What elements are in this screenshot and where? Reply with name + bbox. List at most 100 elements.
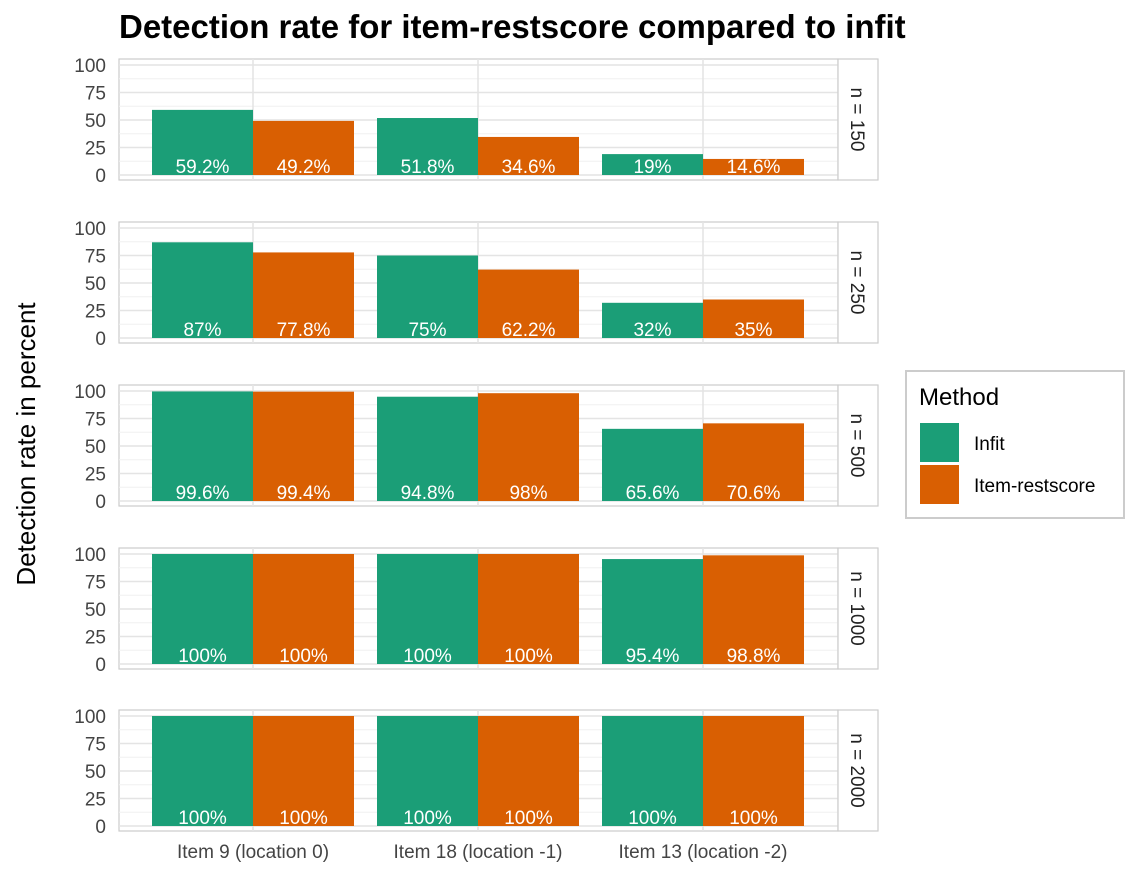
facet-panel: 0 25 50 75 100 87% 75% 32% 77.8% 62.2% 35% n = 250 (74, 219, 879, 350)
bar-infit (602, 154, 703, 175)
data-label: 95.4% (626, 646, 680, 667)
y-tick-label: 100 (74, 707, 106, 728)
data-label: 100% (504, 646, 553, 667)
y-tick-label: 75 (85, 573, 106, 594)
bar-infit (377, 396, 478, 501)
bar-item-restscore (703, 423, 804, 501)
bar-item-restscore (478, 136, 579, 175)
bar-item-restscore (478, 716, 579, 826)
chart-title: Detection rate for item-restscore compar… (119, 8, 906, 45)
data-label: 100% (279, 646, 328, 667)
facet-panel: 0 25 50 75 100 59.2% 51.8% 19% 49.2% 34.6% 14.6% n … (74, 56, 879, 187)
y-axis-label: Detection rate in percent (11, 302, 41, 586)
y-tick-label: 75 (85, 735, 106, 756)
bar-infit (152, 716, 253, 826)
data-label: 99.4% (277, 483, 331, 504)
legend-title: Method (919, 384, 999, 411)
data-label: 32% (633, 320, 671, 341)
bar-item-restscore (703, 716, 804, 826)
legend-swatch-item-restscore (920, 465, 959, 504)
y-tick-label: 50 (85, 274, 106, 295)
y-tick-label: 25 (85, 465, 106, 486)
bar-infit (377, 255, 478, 338)
data-label: 49.2% (277, 157, 331, 178)
y-tick-label: 0 (95, 817, 106, 838)
y-tick-label: 100 (74, 56, 106, 77)
x-tick-label: Item 18 (location -1) (394, 842, 563, 863)
y-tick-label: 50 (85, 111, 106, 132)
y-tick-label: 50 (85, 600, 106, 621)
data-label: 14.6% (727, 157, 781, 178)
facet-strip (837, 58, 879, 181)
data-label: 100% (178, 646, 227, 667)
data-label: 100% (504, 808, 553, 829)
data-label: 62.2% (502, 320, 556, 341)
y-tick-label: 25 (85, 302, 106, 323)
data-label: 100% (403, 646, 452, 667)
legend-label-item-restscore: Item-restscore (974, 476, 1095, 497)
bar-item-restscore (703, 555, 804, 664)
data-label: 100% (628, 808, 677, 829)
data-label: 70.6% (727, 483, 781, 504)
y-tick-label: 100 (74, 545, 106, 566)
facet-strip (837, 384, 879, 507)
data-label: 100% (279, 808, 328, 829)
y-tick-label: 100 (74, 382, 106, 403)
facet-panel: 0 25 50 75 100 99.6% 94.8% 65.6% 99.4% 98% 70.6% n … (74, 382, 879, 513)
facet-strip-label: n = 1000 (846, 571, 867, 646)
bar-infit (377, 716, 478, 826)
bar-infit (377, 554, 478, 664)
bar-item-restscore (478, 269, 579, 338)
y-tick-label: 0 (95, 655, 106, 676)
x-axis: Item 9 (location 0) Item 18 (location -1)… (177, 842, 788, 863)
y-tick-label: 50 (85, 762, 106, 783)
data-label: 59.2% (176, 157, 230, 178)
facet-panel: 0 25 50 75 100 100% 100% 100% 100% 100% 100% n = 20… (74, 707, 879, 838)
facet-panels: 0 25 50 75 100 59.2% 51.8% 19% 49.2% 34.6% 14.6% n … (74, 56, 879, 838)
bar-item-restscore (703, 299, 804, 338)
bar-item-restscore (478, 554, 579, 664)
bar-item-restscore (478, 393, 579, 501)
bar-infit (602, 559, 703, 664)
facet-strip-label: n = 500 (846, 414, 867, 478)
data-label: 98% (509, 483, 547, 504)
y-tick-label: 25 (85, 790, 106, 811)
data-label: 65.6% (626, 483, 680, 504)
data-label: 35% (734, 320, 772, 341)
bar-item-restscore (253, 252, 354, 338)
y-tick-label: 75 (85, 247, 106, 268)
data-label: 77.8% (277, 320, 331, 341)
y-tick-label: 75 (85, 410, 106, 431)
data-label: 99.6% (176, 483, 230, 504)
y-tick-label: 25 (85, 628, 106, 649)
y-tick-label: 75 (85, 84, 106, 105)
facet-strip (837, 547, 879, 670)
y-tick-label: 100 (74, 219, 106, 240)
facet-strip-label: n = 150 (846, 88, 867, 152)
x-tick-label: Item 13 (location -2) (619, 842, 788, 863)
legend: Method Infit Item-restscore (905, 370, 1125, 519)
facet-panel: 0 25 50 75 100 100% 100% 95.4% 100% 100% 98.8% n = … (74, 545, 879, 676)
bar-infit (602, 428, 703, 501)
bar-item-restscore (253, 391, 354, 501)
y-tick-label: 0 (95, 329, 106, 350)
data-label: 87% (183, 320, 221, 341)
bar-infit (377, 118, 478, 175)
data-label: 100% (403, 808, 452, 829)
legend-label-infit: Infit (974, 434, 1005, 455)
bar-infit (152, 109, 253, 175)
y-tick-label: 25 (85, 139, 106, 160)
y-tick-label: 50 (85, 437, 106, 458)
y-tick-label: 0 (95, 166, 106, 187)
bar-item-restscore (253, 554, 354, 664)
data-label: 98.8% (727, 646, 781, 667)
bar-item-restscore (253, 120, 354, 175)
data-label: 51.8% (401, 157, 455, 178)
data-label: 34.6% (502, 157, 556, 178)
facet-strip-label: n = 250 (846, 251, 867, 315)
bar-item-restscore (253, 716, 354, 826)
data-label: 19% (633, 157, 671, 178)
bar-infit (602, 302, 703, 338)
facet-strip-label: n = 2000 (846, 733, 867, 808)
